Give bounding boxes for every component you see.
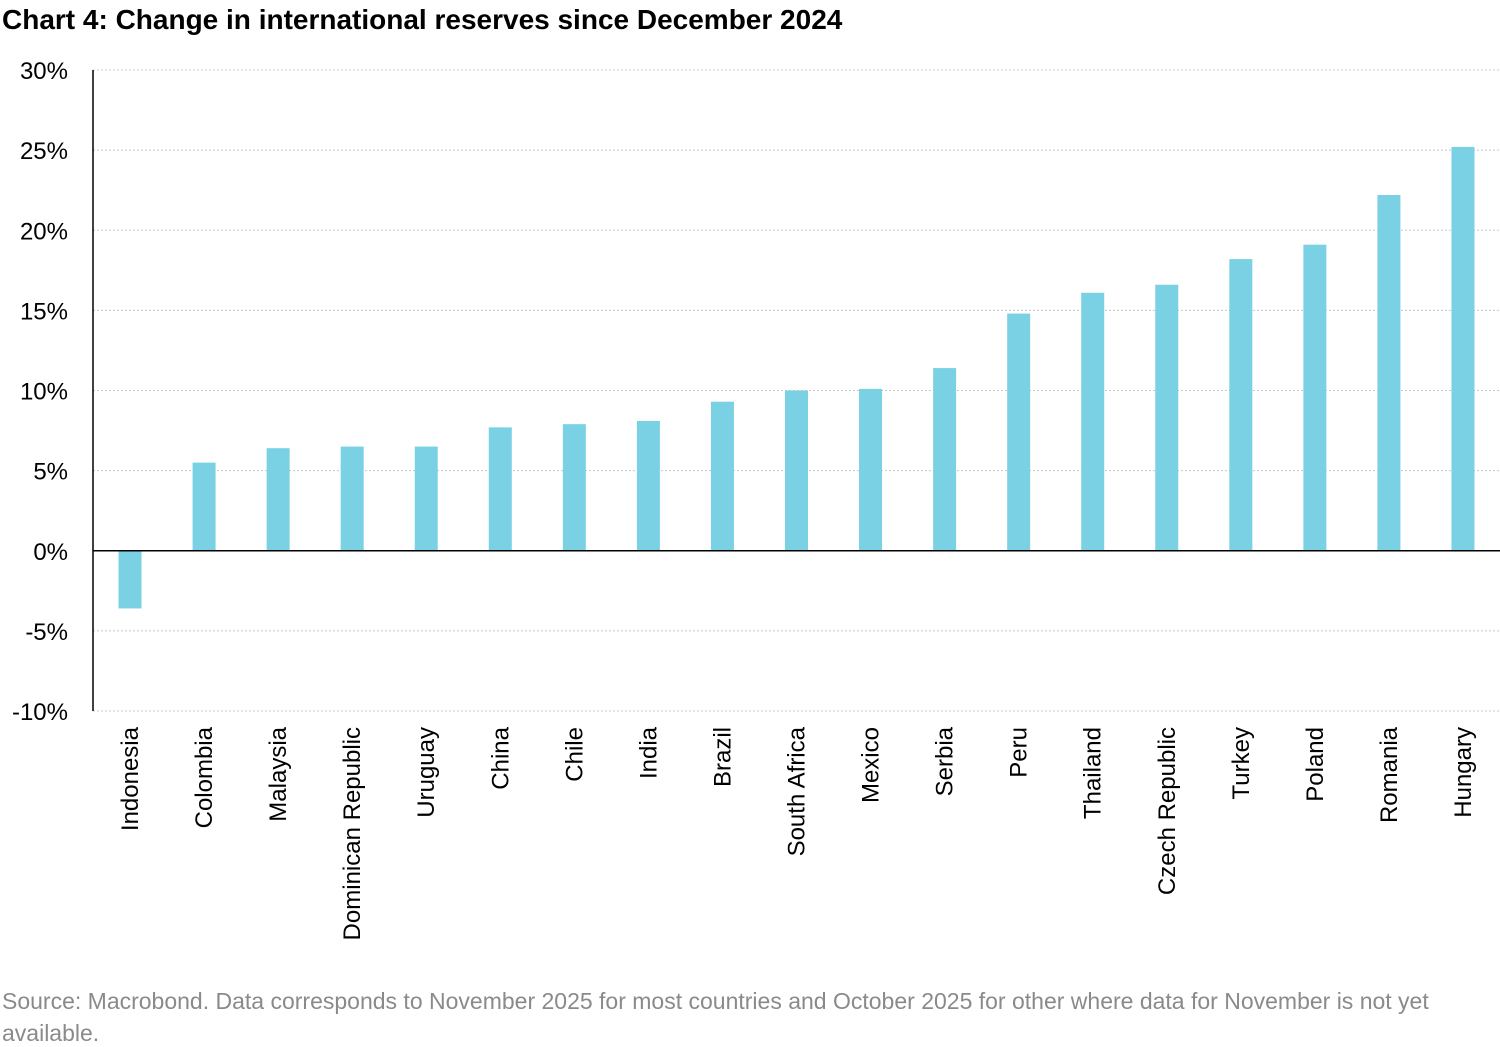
- y-tick-label: 25%: [20, 138, 68, 165]
- y-tick-label: 0%: [33, 539, 68, 566]
- bar-chile: [562, 424, 586, 551]
- source-note: Source: Macrobond. Data corresponds to N…: [2, 988, 1429, 1046]
- category-label: Hungary: [1450, 727, 1477, 818]
- bar-uruguay: [414, 446, 438, 551]
- y-tick-label: 20%: [20, 218, 68, 245]
- chart-title: Chart 4: Change in international reserve…: [2, 4, 843, 35]
- bar-hungary: [1451, 146, 1475, 551]
- bar-turkey: [1229, 259, 1253, 551]
- bar-serbia: [933, 368, 957, 551]
- category-label: Colombia: [191, 726, 218, 828]
- category-label: Serbia: [932, 726, 959, 796]
- category-label: Brazil: [709, 727, 736, 787]
- category-label: China: [487, 726, 514, 789]
- category-label: Indonesia: [117, 726, 144, 831]
- y-tick-label: 15%: [20, 298, 68, 325]
- y-tick-labels: -10% -5% 0% 5% 10% 15% 20% 25% 30%: [12, 58, 68, 726]
- bar-poland: [1303, 244, 1327, 551]
- bar-dominican-republic: [340, 446, 364, 551]
- bar-thailand: [1081, 292, 1105, 551]
- category-labels: Indonesia Colombia Malaysia Dominican Repub…: [117, 726, 1477, 940]
- bars: [118, 146, 1475, 609]
- category-label: Thailand: [1080, 727, 1107, 819]
- y-tick-label: 10%: [20, 379, 68, 406]
- category-label: Uruguay: [413, 727, 440, 818]
- bar-peru: [1007, 313, 1031, 551]
- category-label: Poland: [1302, 727, 1329, 802]
- category-label: Czech Republic: [1154, 727, 1181, 895]
- bar-brazil: [710, 401, 734, 551]
- y-tick-label: 5%: [33, 459, 68, 486]
- bar-czech-republic: [1155, 284, 1179, 551]
- bar-indonesia: [118, 550, 142, 609]
- bar-chart: -10% -5% 0% 5% 10% 15% 20% 25% 30% Indonesia Colo…: [12, 58, 1500, 940]
- category-label: Romania: [1376, 726, 1403, 823]
- category-label: India: [635, 726, 662, 779]
- y-tick-label: -5%: [25, 619, 68, 646]
- category-label: Turkey: [1228, 727, 1255, 799]
- y-tick-label: -10%: [12, 699, 68, 726]
- category-label: Chile: [561, 727, 588, 782]
- axes: [92, 70, 1500, 711]
- category-label: Dominican Republic: [339, 727, 366, 940]
- gridlines: [93, 69, 1500, 712]
- bar-romania: [1377, 194, 1401, 551]
- category-label: South Africa: [784, 726, 811, 856]
- bar-south-africa: [785, 390, 808, 551]
- bar-mexico: [859, 388, 883, 551]
- y-tick-label: 30%: [20, 58, 68, 85]
- bar-india: [636, 420, 660, 551]
- category-label: Peru: [1006, 727, 1033, 778]
- category-label: Malaysia: [265, 726, 292, 821]
- bar-colombia: [192, 462, 216, 551]
- bar-malaysia: [266, 448, 290, 551]
- bar-china: [488, 427, 512, 551]
- category-label: Mexico: [858, 727, 885, 803]
